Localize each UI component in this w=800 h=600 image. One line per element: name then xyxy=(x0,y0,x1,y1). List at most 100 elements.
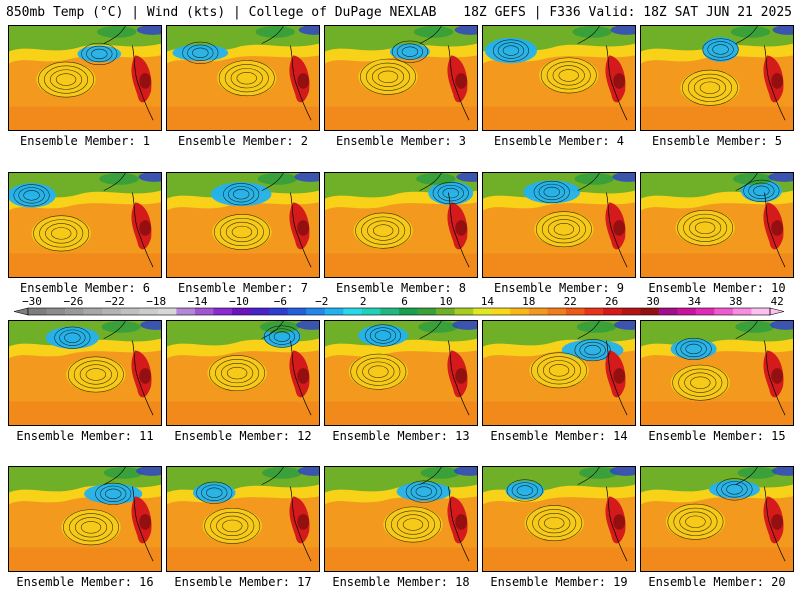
ensemble-member-label: Ensemble Member: 5 xyxy=(651,134,783,148)
colorbar-swatch xyxy=(361,308,381,315)
colorbar-tick-label: 18 xyxy=(522,296,535,308)
colorbar-tick-label: −22 xyxy=(105,296,125,308)
colorbar-swatch xyxy=(28,308,47,315)
ensemble-member-label: Ensemble Member: 3 xyxy=(335,134,467,148)
colorbar-frame xyxy=(27,307,771,316)
colorbar-swatch xyxy=(547,308,567,315)
colorbar-swatch xyxy=(102,308,122,315)
colorbar-tick-label: −6 xyxy=(274,296,287,308)
ensemble-map-panel xyxy=(640,320,794,426)
ensemble-member-label: Ensemble Member: 20 xyxy=(648,575,786,589)
colorbar-tick-label: −18 xyxy=(146,296,166,308)
ensemble-member-label: Ensemble Member: 1 xyxy=(19,134,151,148)
colorbar-swatch xyxy=(621,308,641,315)
ensemble-map-panel xyxy=(640,172,794,278)
ensemble-member-label: Ensemble Member: 10 xyxy=(648,281,786,295)
chart-title: 850mb Temp (°C) | Wind (kts) | College o… xyxy=(6,5,437,20)
ensemble-map-panel xyxy=(166,320,320,426)
ensemble-member-label: Ensemble Member: 15 xyxy=(648,429,786,443)
ensemble-member-label: Ensemble Member: 19 xyxy=(490,575,628,589)
ensemble-map-panel xyxy=(482,320,636,426)
colorbar-swatch xyxy=(417,308,437,315)
ensemble-member-label: Ensemble Member: 9 xyxy=(493,281,625,295)
ensemble-map-panel xyxy=(640,25,794,131)
colorbar-swatch xyxy=(83,308,103,315)
colorbar-arrow-right xyxy=(769,307,785,316)
colorbar-swatch xyxy=(528,308,548,315)
colorbar-swatch xyxy=(732,308,752,315)
colorbar-tick-label: −2 xyxy=(315,296,328,308)
temperature-colorbar: −30 −26 −22 −18 −14 −10 −6 −2 2 6 10 14 18 22 26 30 34 38… xyxy=(13,296,785,316)
colorbar-swatch xyxy=(491,308,511,315)
ensemble-member-label: Ensemble Member: 4 xyxy=(493,134,625,148)
colorbar-swatch xyxy=(603,308,622,315)
colorbar-swatch xyxy=(287,308,307,315)
colorbar-swatch xyxy=(269,308,288,315)
colorbar-swatch xyxy=(139,308,159,315)
ensemble-map-panel xyxy=(166,466,320,572)
ensemble-member-label: Ensemble Member: 16 xyxy=(16,575,154,589)
colorbar-tick-label: 34 xyxy=(688,296,702,308)
colorbar-swatch xyxy=(176,308,196,315)
colorbar-swatch xyxy=(584,308,604,315)
colorbar-swatch xyxy=(436,308,455,315)
colorbar-swatch xyxy=(510,308,530,315)
colorbar-swatch xyxy=(46,308,66,315)
colorbar-swatch xyxy=(157,308,177,315)
colorbar-tick-label: 6 xyxy=(401,296,408,308)
colorbar-tick-label: 26 xyxy=(605,296,618,308)
ensemble-member-label: Ensemble Member: 8 xyxy=(335,281,467,295)
colorbar-swatch xyxy=(232,308,251,315)
colorbar-tick-label: −26 xyxy=(63,296,83,308)
colorbar-swatch xyxy=(695,308,715,315)
ensemble-map-panel xyxy=(324,25,478,131)
ensemble-member-label: Ensemble Member: 17 xyxy=(174,575,312,589)
colorbar-swatch xyxy=(658,308,678,315)
ensemble-map-panel xyxy=(640,466,794,572)
ensemble-member-label: Ensemble Member: 14 xyxy=(490,429,628,443)
colorbar-swatch xyxy=(399,308,418,315)
colorbar-tick-label: 10 xyxy=(439,296,452,308)
colorbar-tick-label: −14 xyxy=(188,296,208,308)
ensemble-map-panel xyxy=(324,466,478,572)
ensemble-member-label: Ensemble Member: 18 xyxy=(332,575,470,589)
ensemble-map-panel xyxy=(8,466,162,572)
colorbar-swatch xyxy=(565,308,585,315)
colorbar-tick-label: −30 xyxy=(22,296,42,308)
colorbar-swatch xyxy=(250,308,270,315)
ensemble-map-panel xyxy=(166,25,320,131)
ensemble-map-panel xyxy=(8,25,162,131)
colorbar-swatch xyxy=(343,308,363,315)
colorbar-tick-label: 42 xyxy=(771,296,784,308)
colorbar-tick-label: 30 xyxy=(646,296,659,308)
colorbar-swatch xyxy=(194,308,214,315)
valid-time-label: 18Z GEFS | F336 Valid: 18Z SAT JUN 21 20… xyxy=(463,5,792,20)
colorbar-swatch xyxy=(306,308,326,315)
colorbar-swatch xyxy=(473,308,493,315)
colorbar-tick-label: 14 xyxy=(481,296,495,308)
colorbar-tick-label: 38 xyxy=(729,296,742,308)
colorbar-tick-label: −10 xyxy=(229,296,249,308)
ensemble-map-panel xyxy=(8,172,162,278)
ensemble-member-label: Ensemble Member: 12 xyxy=(174,429,312,443)
colorbar-swatch xyxy=(213,308,233,315)
ensemble-map-panel xyxy=(166,172,320,278)
ensemble-map-panel xyxy=(324,320,478,426)
colorbar-swatch xyxy=(380,308,400,315)
ensemble-map-panel xyxy=(482,172,636,278)
colorbar-tick-label: 22 xyxy=(564,296,577,308)
colorbar-swatch xyxy=(751,308,771,315)
ensemble-map-panel xyxy=(482,466,636,572)
ensemble-member-label: Ensemble Member: 11 xyxy=(16,429,154,443)
ensemble-map-panel xyxy=(482,25,636,131)
colorbar-swatch xyxy=(324,308,344,315)
colorbar-swatch xyxy=(714,308,734,315)
ensemble-member-label: Ensemble Member: 6 xyxy=(19,281,151,295)
ensemble-member-label: Ensemble Member: 13 xyxy=(332,429,470,443)
ensemble-member-label: Ensemble Member: 7 xyxy=(177,281,309,295)
ensemble-map-panel xyxy=(324,172,478,278)
ensemble-map-panel xyxy=(8,320,162,426)
colorbar-tick-label: 2 xyxy=(360,296,367,308)
colorbar-arrow-left xyxy=(13,307,29,316)
colorbar-swatch xyxy=(120,308,140,315)
